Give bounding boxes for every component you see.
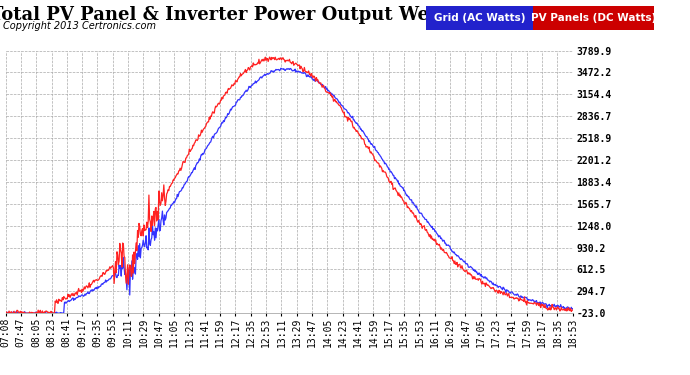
Text: Grid (AC Watts): Grid (AC Watts) — [434, 13, 526, 23]
Text: PV Panels (DC Watts): PV Panels (DC Watts) — [531, 13, 656, 23]
Text: Total PV Panel & Inverter Power Output Wed Mar 13  19:01: Total PV Panel & Inverter Power Output W… — [0, 6, 589, 24]
Text: Copyright 2013 Certronics.com: Copyright 2013 Certronics.com — [3, 21, 157, 31]
